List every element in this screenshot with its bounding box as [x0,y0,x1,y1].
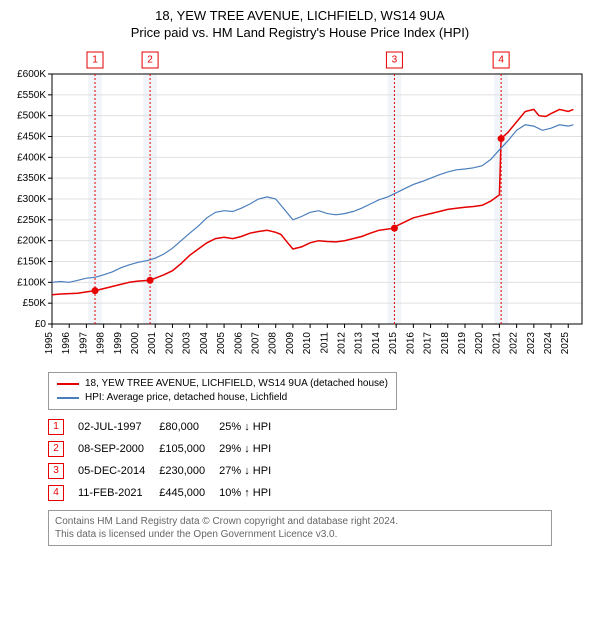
legend: 18, YEW TREE AVENUE, LICHFIELD, WS14 9UA… [48,372,397,410]
svg-text:2017: 2017 [423,331,434,354]
event-marker: 3 [48,463,64,479]
svg-text:2001: 2001 [147,331,158,354]
event-price: £230,000 [159,460,219,482]
legend-label-1: 18, YEW TREE AVENUE, LICHFIELD, WS14 9UA… [85,377,388,391]
event-delta: 10% ↑ HPI [219,482,285,504]
event-row: 3 05-DEC-2014£230,00027% ↓ HPI [48,460,285,482]
svg-text:2003: 2003 [182,331,193,354]
svg-text:2012: 2012 [337,331,348,354]
title-line-1: 18, YEW TREE AVENUE, LICHFIELD, WS14 9UA [8,8,592,25]
event-marker: 4 [48,485,64,501]
svg-text:1: 1 [92,54,98,65]
svg-text:2024: 2024 [543,331,554,354]
svg-text:2: 2 [147,54,153,65]
svg-text:2021: 2021 [491,331,502,354]
event-row: 2 08-SEP-2000£105,00029% ↓ HPI [48,438,285,460]
svg-text:2011: 2011 [319,331,330,353]
event-marker: 1 [48,419,64,435]
chart-svg: £0 £50K £100K £150K £200K £250K £300K £350K £400… [8,46,592,366]
svg-text:2016: 2016 [405,331,416,354]
event-date: 11-FEB-2021 [78,482,159,504]
legend-swatch-2 [57,397,79,399]
svg-text:1997: 1997 [78,331,89,354]
svg-text:2020: 2020 [474,331,485,354]
svg-text:2005: 2005 [216,331,227,354]
event-date: 05-DEC-2014 [78,460,159,482]
footer-line-1: Contains HM Land Registry data © Crown c… [55,515,545,528]
svg-text:2013: 2013 [354,331,365,354]
event-row: 4 11-FEB-2021£445,00010% ↑ HPI [48,482,285,504]
svg-text:2019: 2019 [457,331,468,354]
svg-text:2006: 2006 [233,331,244,354]
footer-line-2: This data is licensed under the Open Gov… [55,528,545,541]
svg-text:2000: 2000 [130,331,141,354]
svg-text:1999: 1999 [113,331,124,354]
legend-label-2: HPI: Average price, detached house, Lich… [85,391,287,405]
svg-text:1995: 1995 [44,331,55,354]
svg-text:£500K: £500K [17,110,46,121]
chart-area: £0 £50K £100K £150K £200K £250K £300K £350K £400… [8,46,592,366]
footer-attribution: Contains HM Land Registry data © Crown c… [48,510,552,546]
svg-text:2025: 2025 [560,331,571,354]
svg-text:2015: 2015 [388,331,399,354]
event-delta: 25% ↓ HPI [219,416,285,438]
svg-text:£300K: £300K [17,194,46,205]
svg-text:£0: £0 [35,319,47,330]
event-price: £80,000 [159,416,219,438]
svg-text:£400K: £400K [17,152,46,163]
svg-text:2002: 2002 [164,331,175,354]
svg-text:2009: 2009 [285,331,296,354]
svg-text:2018: 2018 [440,331,451,354]
svg-text:2004: 2004 [199,331,210,354]
svg-text:£200K: £200K [17,235,46,246]
event-date: 08-SEP-2000 [78,438,159,460]
event-delta: 29% ↓ HPI [219,438,285,460]
event-price: £105,000 [159,438,219,460]
svg-text:3: 3 [392,54,398,65]
svg-text:2023: 2023 [526,331,537,354]
svg-text:4: 4 [498,54,504,65]
svg-text:£250K: £250K [17,215,46,226]
legend-swatch-1 [57,383,79,385]
svg-text:2010: 2010 [302,331,313,354]
event-date: 02-JUL-1997 [78,416,159,438]
legend-row-2: HPI: Average price, detached house, Lich… [57,391,388,405]
svg-text:£150K: £150K [17,256,46,267]
event-row: 1 02-JUL-1997£80,00025% ↓ HPI [48,416,285,438]
svg-text:2007: 2007 [250,331,261,354]
svg-text:£350K: £350K [17,173,46,184]
svg-text:1998: 1998 [96,331,107,354]
svg-text:£100K: £100K [17,277,46,288]
svg-text:£600K: £600K [17,69,46,80]
event-marker: 2 [48,441,64,457]
svg-text:2022: 2022 [509,331,520,354]
legend-row-1: 18, YEW TREE AVENUE, LICHFIELD, WS14 9UA… [57,377,388,391]
svg-text:1996: 1996 [61,331,72,354]
title-line-2: Price paid vs. HM Land Registry's House … [8,25,592,42]
event-price: £445,000 [159,482,219,504]
svg-text:2008: 2008 [268,331,279,354]
svg-text:2014: 2014 [371,331,382,354]
event-delta: 27% ↓ HPI [219,460,285,482]
events-table: 1 02-JUL-1997£80,00025% ↓ HPI 2 08-SEP-2000… [48,416,285,504]
chart-title: 18, YEW TREE AVENUE, LICHFIELD, WS14 9UA… [8,8,592,42]
svg-text:£550K: £550K [17,90,46,101]
svg-text:£50K: £50K [23,298,47,309]
svg-text:£450K: £450K [17,131,46,142]
